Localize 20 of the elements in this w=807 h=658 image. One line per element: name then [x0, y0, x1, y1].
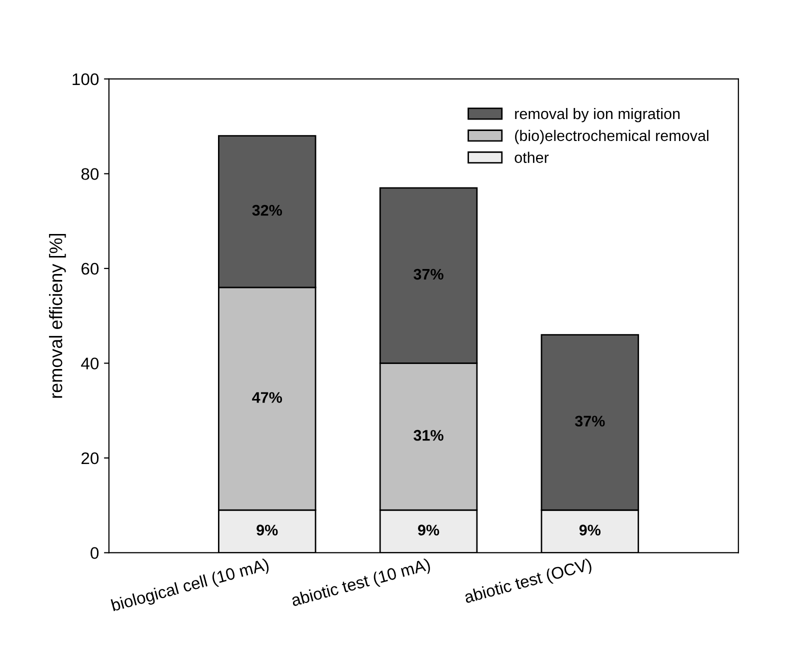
y-tick-label: 60	[82, 262, 99, 275]
data-label: 31%	[414, 430, 444, 441]
legend-label: (bio)electrochemical removal	[515, 130, 708, 144]
data-label: 9%	[579, 524, 601, 536]
data-label: 37%	[414, 268, 444, 280]
y-tick-label: 80	[81, 168, 99, 180]
data-label: 9%	[418, 524, 440, 536]
legend-label: other	[514, 152, 549, 163]
y-tick-label: 40	[81, 358, 99, 370]
y-tick-label: 0	[90, 547, 99, 559]
y-tick-label: 100	[72, 73, 99, 86]
x-tick-label: abiotic test (OCV)	[464, 558, 593, 606]
legend-label: removal by ion migration	[515, 108, 680, 122]
y-axis-title: removal efficieny [%]	[49, 234, 66, 398]
data-label: 37%	[574, 416, 605, 427]
y-tick-label: 20	[82, 452, 99, 464]
x-tick-label: abiotic test (10 mA)	[290, 558, 432, 610]
data-label: 32%	[252, 204, 282, 216]
data-label: 9%	[256, 524, 278, 536]
data-label: 47%	[252, 392, 282, 403]
